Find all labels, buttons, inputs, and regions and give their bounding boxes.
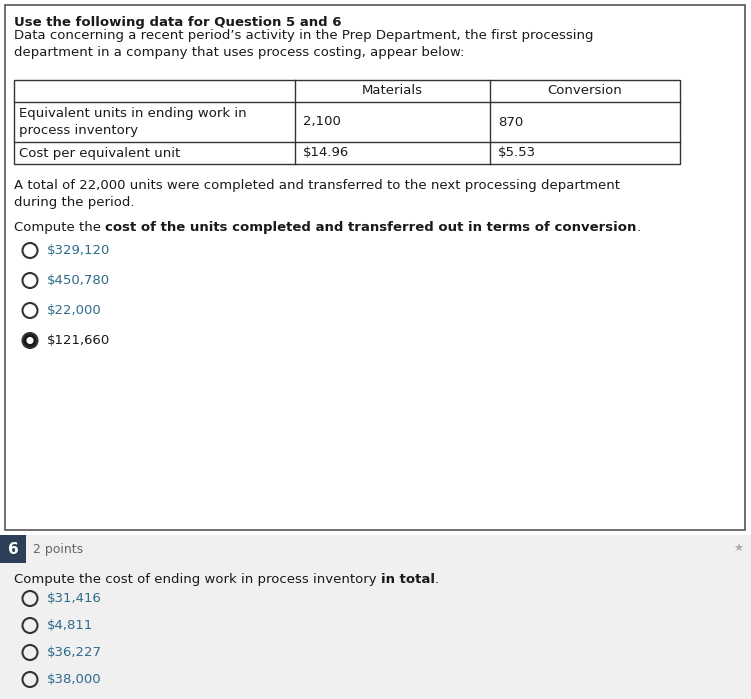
Text: Materials: Materials <box>362 85 423 97</box>
Text: $4,811: $4,811 <box>47 619 93 632</box>
Circle shape <box>23 243 38 258</box>
Text: cost of the units completed and transferred out in terms of conversion: cost of the units completed and transfer… <box>105 221 637 234</box>
Text: 6: 6 <box>8 542 18 556</box>
Text: $14.96: $14.96 <box>303 147 349 159</box>
Circle shape <box>23 303 38 318</box>
Text: A total of 22,000 units were completed and transferred to the next processing de: A total of 22,000 units were completed a… <box>14 179 620 209</box>
Text: in total: in total <box>381 573 435 586</box>
Text: $121,660: $121,660 <box>47 334 110 347</box>
Circle shape <box>23 618 38 633</box>
Text: 2,100: 2,100 <box>303 115 341 129</box>
Text: Use the following data for Question 5 and 6: Use the following data for Question 5 an… <box>14 16 342 29</box>
Bar <box>5 5 745 530</box>
Text: $31,416: $31,416 <box>47 592 102 605</box>
Text: Compute the: Compute the <box>14 221 105 234</box>
Text: 870: 870 <box>498 115 523 129</box>
Text: Equivalent units in ending work in
process inventory: Equivalent units in ending work in proce… <box>19 107 246 137</box>
Text: $38,000: $38,000 <box>47 673 101 686</box>
Text: Cost per equivalent unit: Cost per equivalent unit <box>19 147 180 159</box>
Text: .: . <box>637 221 641 234</box>
Text: Conversion: Conversion <box>547 85 623 97</box>
Text: Compute the cost of ending work in process inventory: Compute the cost of ending work in proce… <box>14 573 381 586</box>
Bar <box>0 535 26 563</box>
Text: $329,120: $329,120 <box>47 244 110 257</box>
Text: $450,780: $450,780 <box>47 274 110 287</box>
Text: $36,227: $36,227 <box>47 646 102 659</box>
Text: $5.53: $5.53 <box>498 147 536 159</box>
Circle shape <box>27 338 33 343</box>
Bar <box>14 80 680 164</box>
Text: $22,000: $22,000 <box>47 304 101 317</box>
Circle shape <box>23 273 38 288</box>
Text: 2 points: 2 points <box>33 542 83 556</box>
Text: .: . <box>435 573 439 586</box>
Circle shape <box>23 672 38 687</box>
Circle shape <box>23 591 38 606</box>
Text: ★: ★ <box>733 544 743 554</box>
Bar <box>0 535 751 699</box>
Text: Data concerning a recent period’s activity in the Prep Department, the first pro: Data concerning a recent period’s activi… <box>14 29 593 59</box>
Circle shape <box>23 645 38 660</box>
Circle shape <box>23 333 38 348</box>
